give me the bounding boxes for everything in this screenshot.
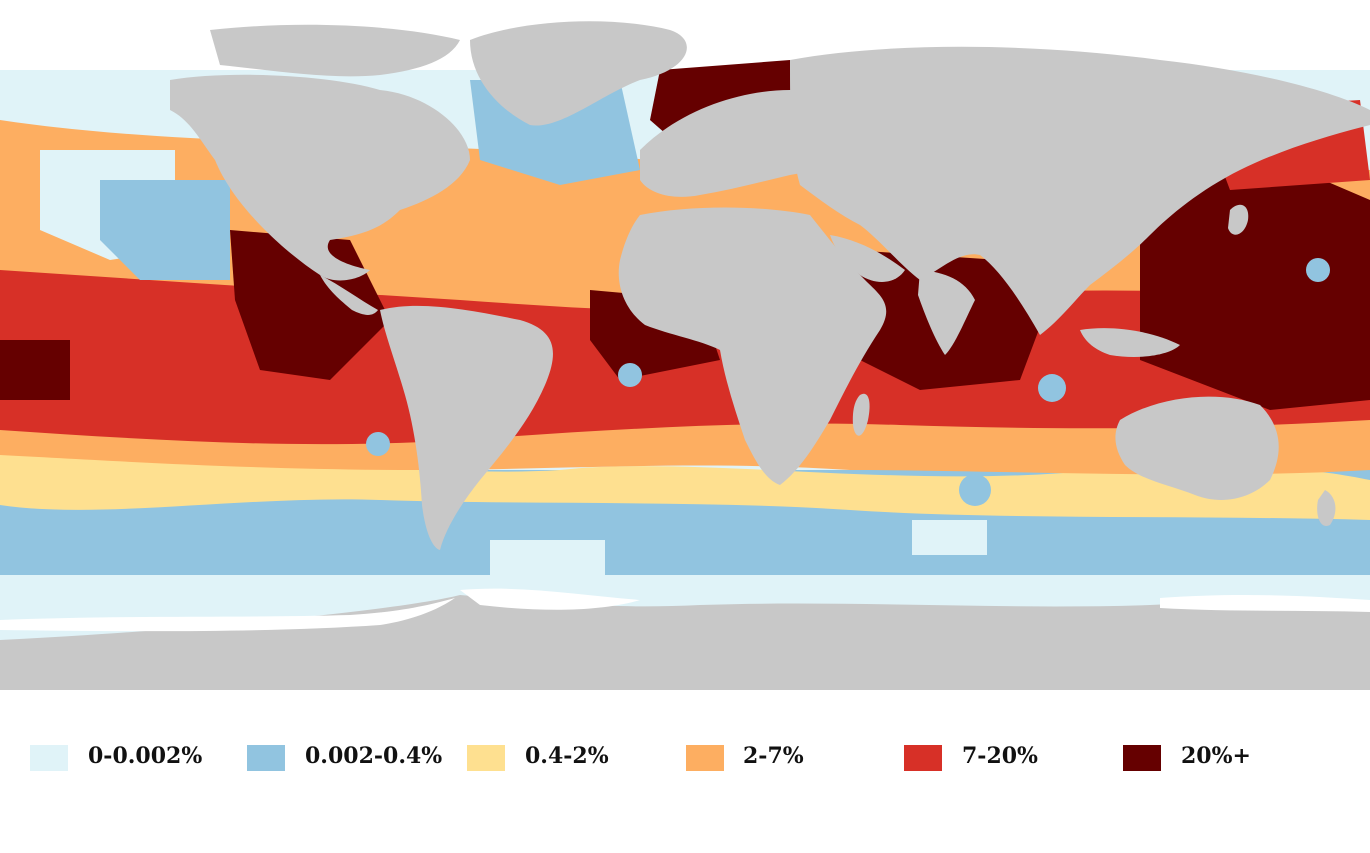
- legend-swatch: [904, 745, 942, 771]
- land-layer: [0, 21, 1370, 690]
- land-india: [918, 270, 975, 355]
- ice-antarctica-shelf-3: [1160, 594, 1370, 612]
- ocean-blue-spot-pacific-2: [1306, 258, 1330, 282]
- land-arabia: [830, 235, 905, 282]
- ice-antarctica-shelf-2: [460, 588, 640, 610]
- land-south-america: [380, 305, 553, 550]
- land-japan: [1228, 204, 1249, 235]
- land-greenland: [470, 21, 687, 126]
- ocean-pale-south-patch-2: [912, 520, 987, 555]
- ocean-blue-spot-pacific: [366, 432, 390, 456]
- legend-swatch: [686, 745, 724, 771]
- ocean-dark-west-pacific: [1140, 170, 1370, 410]
- map-svg: [0, 21, 1370, 690]
- legend-swatch: [467, 745, 505, 771]
- land-africa: [618, 207, 887, 485]
- ocean-blue-spot-south: [959, 474, 991, 506]
- ocean-band-south-yellow: [0, 430, 1370, 520]
- ice-antarctica-shelf: [0, 598, 455, 632]
- land-se-asia-islands: [1080, 328, 1180, 357]
- land-new-zealand: [1317, 490, 1336, 526]
- world-map: [0, 21, 1370, 690]
- land-australia: [1115, 396, 1279, 500]
- legend-label: 0-0.002%: [88, 743, 203, 769]
- legend-swatch: [1123, 745, 1161, 771]
- ocean-dark-west-edge: [0, 340, 70, 400]
- legend-swatch: [30, 745, 68, 771]
- land-arctic-islands: [210, 24, 460, 77]
- ocean-pale-south-patch-1: [490, 540, 605, 585]
- legend-label: 7-20%: [962, 743, 1038, 769]
- land-madagascar: [852, 393, 870, 436]
- legend-label: 0.002-0.4%: [305, 743, 443, 769]
- land-central-america: [320, 275, 378, 315]
- ocean-blue-north-pacific: [100, 180, 230, 280]
- land-asia: [790, 46, 1370, 335]
- land-north-america: [170, 74, 470, 281]
- ocean-blue-spot-indian: [1038, 374, 1066, 402]
- legend-label: 0.4-2%: [525, 743, 609, 769]
- legend-swatch: [247, 745, 285, 771]
- ocean-blue-spot-atlantic: [618, 363, 642, 387]
- legend: 0-0.002% 0.002-0.4% 0.4-2% 2-7% 7-20% 20…: [0, 735, 1370, 785]
- legend-label: 2-7%: [743, 743, 804, 769]
- legend-label: 20%+: [1181, 743, 1251, 769]
